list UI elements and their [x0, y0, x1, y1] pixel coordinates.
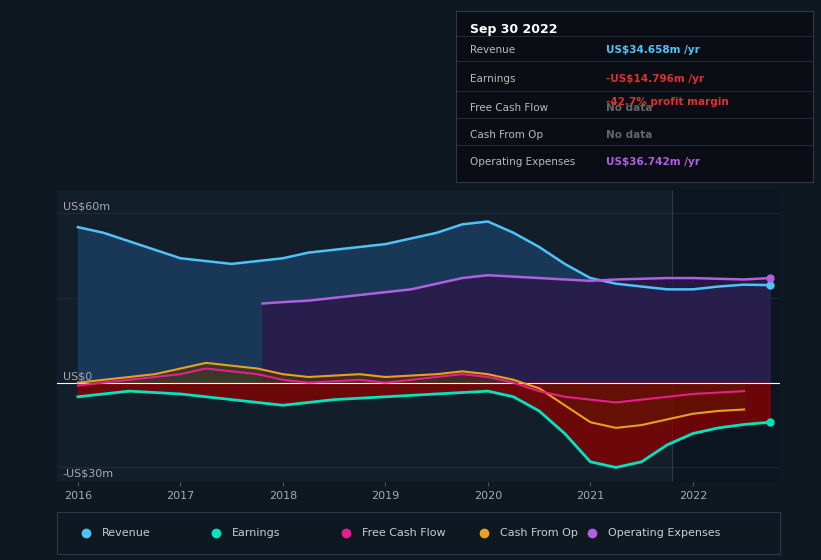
Text: Sep 30 2022: Sep 30 2022: [470, 23, 557, 36]
Text: US$36.742m /yr: US$36.742m /yr: [606, 157, 699, 167]
Text: Free Cash Flow: Free Cash Flow: [362, 529, 446, 538]
Text: Operating Expenses: Operating Expenses: [470, 157, 576, 167]
Text: Cash From Op: Cash From Op: [470, 130, 543, 140]
Text: -US$30m: -US$30m: [62, 469, 114, 479]
Text: Operating Expenses: Operating Expenses: [608, 529, 720, 538]
Text: Cash From Op: Cash From Op: [500, 529, 577, 538]
Text: Revenue: Revenue: [103, 529, 151, 538]
Text: US$34.658m /yr: US$34.658m /yr: [606, 45, 699, 55]
Text: No data: No data: [606, 104, 652, 114]
Text: US$0: US$0: [62, 371, 92, 381]
Bar: [672, 190, 780, 482]
Text: No data: No data: [606, 130, 652, 140]
Text: Free Cash Flow: Free Cash Flow: [470, 104, 548, 114]
Text: -42.7% profit margin: -42.7% profit margin: [606, 97, 728, 106]
Text: Earnings: Earnings: [232, 529, 281, 538]
Text: -US$14.796m /yr: -US$14.796m /yr: [606, 73, 704, 83]
Text: Earnings: Earnings: [470, 73, 516, 83]
Text: Revenue: Revenue: [470, 45, 515, 55]
Text: US$60m: US$60m: [62, 202, 110, 212]
